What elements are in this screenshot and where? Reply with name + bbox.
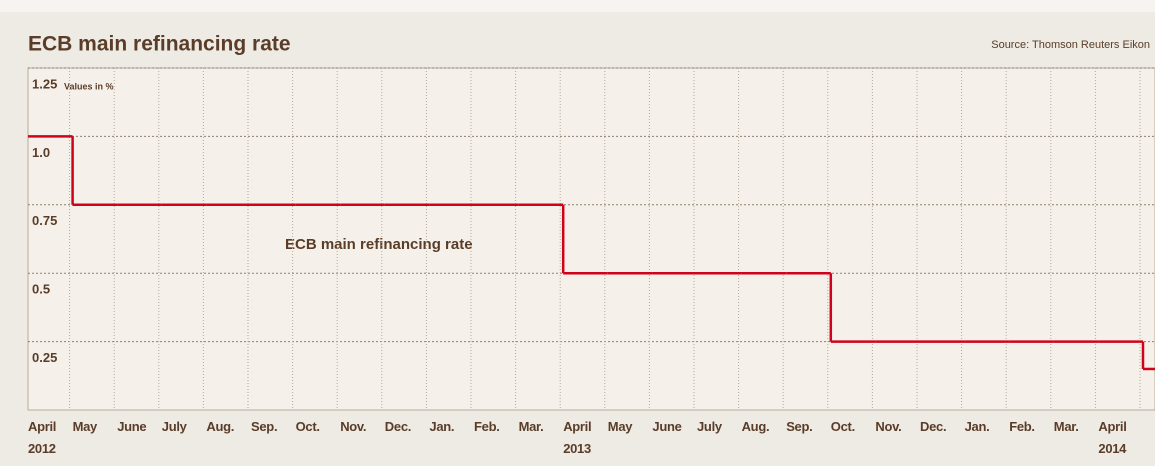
chart-title: ECB main refinancing rate — [28, 33, 291, 56]
line-label: ECB main refinancing rate — [285, 236, 473, 253]
x-tick-label: July — [697, 419, 722, 434]
x-tick-label: Dec. — [920, 419, 947, 434]
x-tick-label: April 2013 — [563, 419, 592, 456]
top-band — [0, 0, 1155, 12]
x-tick-label: Feb. — [1009, 419, 1035, 434]
x-tick-label: April 2014 — [1098, 419, 1127, 456]
plot-area — [27, 67, 1155, 411]
x-tick-label: Nov. — [875, 419, 902, 434]
x-tick-label: Jan. — [429, 419, 455, 434]
x-tick-label: Sep. — [251, 419, 278, 434]
x-tick-label: Mar. — [1053, 419, 1079, 434]
x-tick-label: Jan. — [964, 419, 990, 434]
x-tick-label: Mar. — [518, 419, 544, 434]
y-tick-label: 1.25 — [32, 76, 57, 91]
source-note: Source: Thomson Reuters Eikon — [991, 39, 1150, 51]
x-tick-label: Aug. — [206, 419, 235, 434]
x-tick-label: Sep. — [786, 419, 813, 434]
x-tick-label: May — [607, 419, 633, 434]
x-tick-label: July — [161, 419, 187, 434]
x-tick-label: May — [72, 419, 98, 434]
y-tick-label: 0.25 — [32, 350, 57, 365]
y-tick-label: 1.0 — [32, 145, 50, 160]
x-tick-label: Nov. — [340, 419, 367, 434]
unit-note: Values in % — [64, 81, 114, 91]
y-tick-label: 0.5 — [32, 282, 50, 297]
x-tick-label: June — [652, 419, 682, 434]
y-tick-label: 0.75 — [32, 213, 57, 228]
x-tick-label: Dec. — [384, 419, 412, 434]
x-tick-label: Feb. — [474, 419, 500, 434]
x-tick-label: April 2012 — [28, 419, 57, 456]
x-tick-label: June — [117, 419, 147, 434]
x-tick-label: Oct. — [295, 419, 320, 434]
x-tick-label: Aug. — [741, 419, 770, 434]
x-tick-label: Oct. — [830, 419, 855, 434]
